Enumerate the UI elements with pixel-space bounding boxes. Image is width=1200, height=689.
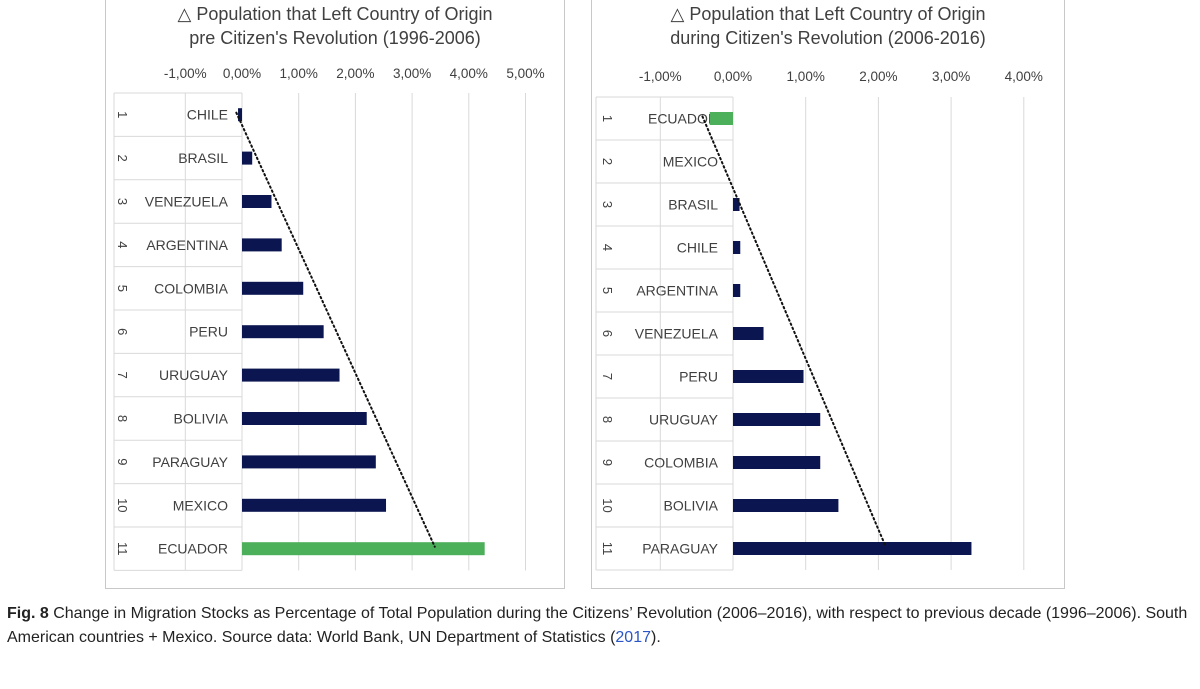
- figure-label: Fig. 8: [7, 605, 49, 622]
- rank-number: 1: [115, 111, 130, 118]
- chart-panel-during-revolution: △ Population that Left Country of Origin…: [591, 0, 1065, 589]
- bar-chart-during-revolution: -1,00% 0,00% 1,00% 2,00% 3,00% 4,00% 1 ECUADOR 2…: [595, 69, 1043, 571]
- chart-title-line-2: during Citizen's Revolution (2006-2016): [670, 28, 986, 48]
- x-tick-label: 5,00%: [506, 66, 544, 81]
- category-label: CHILE: [677, 240, 718, 256]
- bar-chart-pre-revolution: -1,00% 0,00% 1,00% 2,00% 3,00% 4,00% 5,00% 1 CHI…: [113, 66, 545, 571]
- category-label: COLOMBIA: [154, 280, 229, 296]
- caption-reference-link[interactable]: 2017: [615, 629, 651, 646]
- category-label: ARGENTINA: [146, 237, 228, 253]
- rank-number: 1: [600, 115, 615, 122]
- bar: [242, 455, 376, 469]
- rank-number: 6: [115, 328, 130, 335]
- bar: [733, 542, 972, 555]
- bar: [242, 238, 282, 252]
- caption-text: Change in Migration Stocks as Percentage…: [7, 605, 1188, 646]
- rank-number: 11: [600, 542, 615, 556]
- rank-number: 11: [115, 542, 130, 556]
- category-label: URUGUAY: [649, 412, 719, 428]
- bar: [238, 108, 242, 122]
- bar: [733, 499, 839, 512]
- bar: [242, 542, 485, 556]
- category-label: URUGUAY: [159, 367, 229, 383]
- chart-title-line-1: △ Population that Left Country of Origin: [670, 4, 986, 24]
- category-label: COLOMBIA: [644, 455, 719, 471]
- rank-number: 2: [600, 158, 615, 165]
- category-label: CHILE: [187, 107, 228, 123]
- category-label: ECUADOR: [648, 111, 718, 127]
- category-label: MEXICO: [663, 154, 718, 170]
- rank-number: 4: [600, 244, 615, 251]
- bar: [733, 284, 741, 297]
- bar: [733, 456, 821, 469]
- x-tick-label: 1,00%: [280, 66, 318, 81]
- bar: [242, 412, 367, 425]
- category-label: VENEZUELA: [635, 326, 719, 342]
- x-tick-label: -1,00%: [164, 66, 207, 81]
- category-label: ECUADOR: [158, 541, 228, 557]
- chart-title: △ Population that Left Country of Origin…: [592, 2, 1064, 50]
- rank-number: 3: [115, 198, 130, 205]
- rank-number: 7: [600, 373, 615, 380]
- category-label: BOLIVIA: [664, 498, 719, 514]
- caption-end: ).: [650, 629, 661, 646]
- category-label: PERU: [679, 369, 718, 385]
- chart-title: △ Population that Left Country of Origin…: [106, 2, 564, 50]
- x-tick-label: 2,00%: [859, 69, 897, 84]
- category-label: PARAGUAY: [642, 541, 718, 557]
- rank-number: 10: [115, 498, 130, 512]
- x-tick-label: 4,00%: [1005, 69, 1043, 84]
- rank-number: 7: [115, 371, 130, 378]
- category-label: BRASIL: [668, 197, 718, 213]
- x-tick-label: 3,00%: [932, 69, 970, 84]
- rank-number: 9: [600, 459, 615, 466]
- chart-title-line-2: pre Citizen's Revolution (1996-2006): [189, 28, 481, 48]
- rank-number: 9: [115, 458, 130, 465]
- bar: [242, 281, 304, 295]
- category-label: BRASIL: [178, 150, 228, 166]
- bar: [733, 198, 740, 211]
- x-tick-label: 3,00%: [393, 66, 431, 81]
- bar: [242, 325, 324, 339]
- chart-panel-pre-revolution: △ Population that Left Country of Origin…: [105, 0, 565, 589]
- rank-number: 5: [600, 287, 615, 294]
- x-tick-label: 0,00%: [714, 69, 752, 84]
- bar: [242, 151, 253, 165]
- rank-number: 4: [115, 241, 130, 248]
- figure-caption: Fig. 8 Change in Migration Stocks as Per…: [7, 602, 1193, 650]
- bar: [709, 112, 733, 125]
- category-label: ARGENTINA: [636, 283, 718, 299]
- x-tick-label: 2,00%: [336, 66, 374, 81]
- rank-number: 8: [600, 416, 615, 423]
- rank-number: 8: [115, 415, 130, 422]
- bar: [242, 368, 340, 382]
- rank-number: 2: [115, 154, 130, 161]
- trendline: [701, 115, 887, 548]
- category-label: MEXICO: [173, 497, 228, 513]
- category-label: PERU: [189, 324, 228, 340]
- category-label: VENEZUELA: [145, 194, 229, 210]
- category-label: BOLIVIA: [174, 411, 229, 427]
- rank-number: 5: [115, 285, 130, 292]
- category-label: PARAGUAY: [152, 454, 228, 470]
- x-tick-label: 0,00%: [223, 66, 261, 81]
- rank-number: 6: [600, 330, 615, 337]
- bar: [242, 195, 272, 208]
- bar: [733, 241, 741, 254]
- trendline: [235, 111, 436, 548]
- bar: [733, 327, 764, 340]
- bar: [242, 498, 387, 512]
- rank-number: 10: [600, 498, 615, 512]
- x-tick-label: 4,00%: [450, 66, 488, 81]
- rank-number: 3: [600, 201, 615, 208]
- bar: [733, 370, 804, 383]
- bar: [733, 413, 821, 426]
- x-tick-label: -1,00%: [639, 69, 682, 84]
- x-tick-label: 1,00%: [787, 69, 825, 84]
- chart-title-line-1: △ Population that Left Country of Origin: [177, 4, 493, 24]
